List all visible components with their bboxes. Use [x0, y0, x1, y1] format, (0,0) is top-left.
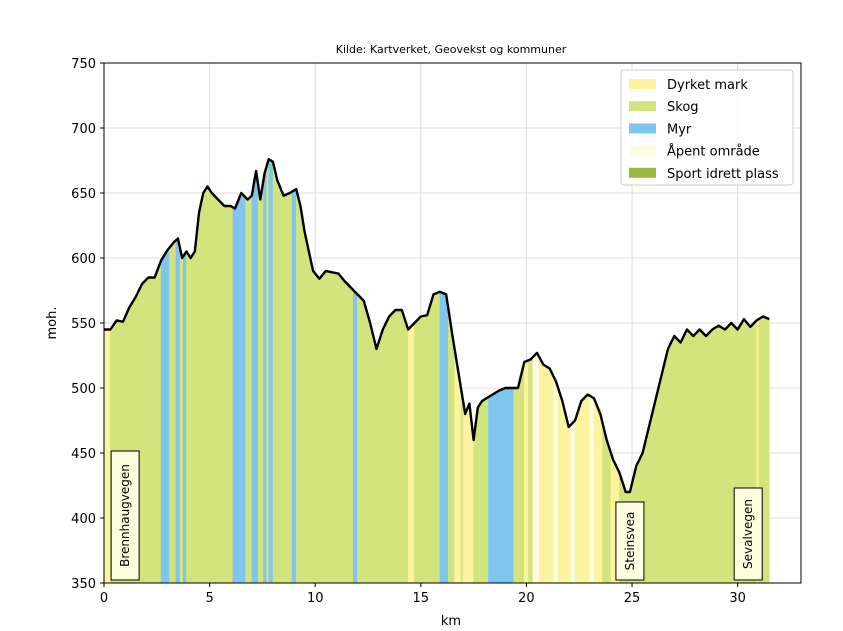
- land-cover-apent-omrade: [570, 420, 576, 584]
- x-axis: 0 5 10 15 20 25 30: [100, 583, 746, 606]
- land-cover-skog: [528, 356, 533, 584]
- land-cover-myr: [353, 289, 358, 584]
- land-cover-dyrket-mark: [407, 322, 415, 584]
- land-cover-skog: [245, 195, 253, 584]
- place-marker-box: [110, 450, 140, 581]
- land-cover-myr: [263, 166, 267, 584]
- land-cover-skog: [186, 186, 234, 584]
- legend-label: Myr: [667, 122, 692, 137]
- land-cover-skog: [266, 159, 269, 584]
- land-cover-myr: [160, 247, 170, 584]
- y-tick-label: 450: [71, 447, 96, 462]
- land-cover-dyrket-mark: [593, 398, 603, 584]
- y-tick-label: 650: [71, 187, 96, 202]
- legend-label: Sport idrett plass: [667, 167, 779, 182]
- legend-entry-skog: Skog: [629, 100, 699, 115]
- land-cover-dyrket-mark: [557, 387, 571, 584]
- land-cover-myr: [183, 250, 187, 584]
- land-cover-dyrket-mark: [524, 359, 529, 584]
- land-cover-apent-omrade: [589, 395, 595, 584]
- land-cover-dyrket-mark: [103, 329, 111, 584]
- profile-line-group: [104, 157, 770, 494]
- place-marker-brennhaugvegen: Brennhaugvegen: [110, 450, 140, 581]
- x-tick-label: 10: [307, 591, 324, 606]
- legend-label: Åpent område: [667, 144, 760, 160]
- x-tick-label: 20: [518, 591, 535, 606]
- land-cover-skog: [179, 248, 184, 584]
- legend-swatch: [629, 79, 656, 89]
- place-markers: Brennhaugvegen Steinsvea Sevalvegen: [110, 450, 763, 581]
- y-tick-label: 600: [71, 252, 96, 267]
- land-cover-skog: [257, 179, 264, 584]
- legend-swatch: [629, 167, 656, 178]
- y-tick-label: 700: [71, 122, 96, 137]
- x-tick-label: 15: [413, 591, 430, 606]
- land-cover-apent-omrade: [532, 352, 540, 584]
- land-cover-skog: [169, 239, 177, 584]
- x-axis-title: km: [441, 614, 461, 629]
- place-marker-box: [615, 501, 645, 581]
- land-cover-myr: [175, 238, 181, 584]
- y-axis-title: moh.: [45, 307, 60, 340]
- legend-entry-apent-omrade: Åpent område: [629, 144, 760, 160]
- elevation-profile-line: [104, 157, 770, 494]
- y-tick-label: 550: [71, 317, 96, 332]
- land-cover-skog: [357, 293, 409, 584]
- y-tick-label: 400: [71, 512, 96, 527]
- legend-entry-myr: Myr: [629, 122, 692, 137]
- legend-box: [620, 69, 794, 186]
- land-cover-dyrket-mark: [538, 356, 555, 584]
- x-tick-label: 25: [624, 591, 641, 606]
- x-tick-label: 0: [100, 591, 108, 606]
- legend: Dyrket mark Skog Myr Åpent område Sport idre…: [620, 69, 794, 186]
- legend-label: Skog: [667, 100, 699, 115]
- land-cover-skog: [460, 387, 464, 584]
- land-cover-skog: [513, 361, 525, 584]
- land-cover-dyrket-mark: [574, 394, 590, 584]
- legend-swatch: [629, 101, 656, 112]
- land-cover-myr: [439, 291, 449, 584]
- land-cover-skog: [414, 291, 441, 584]
- place-marker-box: [733, 487, 763, 581]
- land-cover-myr: [291, 188, 297, 584]
- land-cover-bands: [103, 158, 770, 584]
- legend-entry-dyrket-mark: Dyrket mark: [629, 78, 748, 93]
- legend-entry-sport-idrett-plass: Sport idrett plass: [629, 167, 779, 182]
- y-axis: 350 400 450 500 550 600 650 700 750: [71, 57, 104, 592]
- land-cover-myr: [232, 192, 246, 584]
- land-cover-myr: [488, 387, 514, 584]
- land-cover-skog: [296, 189, 354, 584]
- place-marker-label: Brennhaugvegen: [118, 464, 132, 567]
- legend-label: Dyrket mark: [667, 78, 748, 93]
- land-cover-apent-omrade: [553, 377, 559, 584]
- place-marker-label: Steinsvea: [623, 512, 637, 571]
- legend-swatch: [629, 123, 656, 134]
- land-cover-myr: [251, 170, 259, 584]
- y-tick-label: 750: [71, 57, 96, 72]
- land-cover-skog: [272, 161, 293, 584]
- x-tick-label: 5: [205, 591, 213, 606]
- y-tick-label: 500: [71, 382, 96, 397]
- legend-swatch: [629, 145, 656, 156]
- place-marker-steinsvea: Steinsvea: [615, 501, 645, 581]
- place-marker-sevalvegen: Sevalvegen: [733, 487, 763, 581]
- x-tick-label: 30: [729, 591, 746, 606]
- chart-title: Kilde: Kartverket, Geovekst og kommuner: [336, 43, 567, 56]
- land-cover-myr: [268, 158, 274, 584]
- y-tick-label: 350: [71, 577, 96, 592]
- place-marker-label: Sevalvegen: [741, 499, 755, 569]
